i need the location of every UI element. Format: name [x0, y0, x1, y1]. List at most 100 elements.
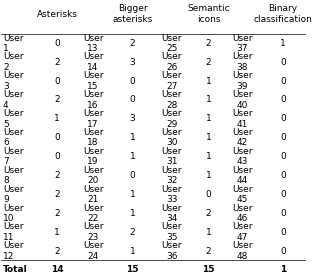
Text: Total: Total	[3, 265, 28, 275]
Text: 1: 1	[206, 114, 211, 123]
Text: 2: 2	[206, 209, 211, 218]
Text: User
10: User 10	[3, 204, 24, 223]
Text: 0: 0	[130, 171, 135, 180]
Text: 0: 0	[206, 190, 211, 199]
Text: 2: 2	[130, 228, 135, 237]
Text: 0: 0	[54, 152, 60, 161]
Text: User
16: User 16	[83, 90, 103, 110]
Text: User
21: User 21	[83, 185, 103, 204]
Text: 1: 1	[206, 228, 211, 237]
Text: User
36: User 36	[162, 241, 182, 261]
Text: User
8: User 8	[3, 166, 24, 185]
Text: User
25: User 25	[162, 34, 182, 53]
Text: 2: 2	[206, 58, 211, 67]
Text: 0: 0	[280, 152, 286, 161]
Text: User
33: User 33	[162, 185, 182, 204]
Text: 0: 0	[54, 76, 60, 86]
Text: 1: 1	[130, 190, 135, 199]
Text: User
14: User 14	[83, 52, 103, 72]
Text: 1: 1	[130, 133, 135, 142]
Text: 1: 1	[130, 152, 135, 161]
Text: User
11: User 11	[3, 222, 24, 242]
Text: 2: 2	[54, 96, 60, 104]
Text: 0: 0	[54, 39, 60, 48]
Text: User
2: User 2	[3, 52, 24, 72]
Text: User
29: User 29	[162, 109, 182, 129]
Text: 0: 0	[280, 228, 286, 237]
Text: User
34: User 34	[162, 204, 182, 223]
Text: User
15: User 15	[83, 71, 103, 91]
Text: Semantic
icons: Semantic icons	[187, 4, 230, 24]
Text: 1: 1	[206, 96, 211, 104]
Text: 0: 0	[280, 76, 286, 86]
Text: 1: 1	[280, 39, 286, 48]
Text: 15: 15	[126, 265, 139, 275]
Text: User
45: User 45	[232, 185, 253, 204]
Text: User
41: User 41	[232, 109, 253, 129]
Text: User
48: User 48	[232, 241, 253, 261]
Text: User
4: User 4	[3, 90, 24, 110]
Text: User
20: User 20	[83, 166, 103, 185]
Text: User
18: User 18	[83, 128, 103, 147]
Text: User
5: User 5	[3, 109, 24, 129]
Text: 0: 0	[280, 209, 286, 218]
Text: User
24: User 24	[83, 241, 103, 261]
Text: User
40: User 40	[232, 90, 253, 110]
Text: User
22: User 22	[83, 204, 103, 223]
Text: User
37: User 37	[232, 34, 253, 53]
Text: 2: 2	[54, 58, 60, 67]
Text: 2: 2	[54, 247, 60, 256]
Text: 1: 1	[54, 114, 60, 123]
Text: 0: 0	[280, 247, 286, 256]
Text: 2: 2	[206, 247, 211, 256]
Text: User
43: User 43	[232, 147, 253, 166]
Text: User
30: User 30	[162, 128, 182, 147]
Text: 1: 1	[206, 152, 211, 161]
Text: 1: 1	[54, 228, 60, 237]
Text: 0: 0	[130, 96, 135, 104]
Text: User
35: User 35	[162, 222, 182, 242]
Text: 3: 3	[130, 114, 135, 123]
Text: User
42: User 42	[232, 128, 253, 147]
Text: User
1: User 1	[3, 34, 24, 53]
Text: 0: 0	[280, 58, 286, 67]
Text: User
31: User 31	[162, 147, 182, 166]
Text: User
44: User 44	[232, 166, 253, 185]
Text: 2: 2	[130, 39, 135, 48]
Text: 1: 1	[206, 133, 211, 142]
Text: User
19: User 19	[83, 147, 103, 166]
Text: User
7: User 7	[3, 147, 24, 166]
Text: 0: 0	[280, 114, 286, 123]
Text: 15: 15	[202, 265, 215, 275]
Text: 1: 1	[206, 171, 211, 180]
Text: User
9: User 9	[3, 185, 24, 204]
Text: User
28: User 28	[162, 90, 182, 110]
Text: User
23: User 23	[83, 222, 103, 242]
Text: User
26: User 26	[162, 52, 182, 72]
Text: 2: 2	[54, 171, 60, 180]
Text: User
47: User 47	[232, 222, 253, 242]
Text: 0: 0	[280, 190, 286, 199]
Text: 1: 1	[130, 247, 135, 256]
Text: Bigger
asterisks: Bigger asterisks	[112, 4, 153, 24]
Text: User
27: User 27	[162, 71, 182, 91]
Text: User
46: User 46	[232, 204, 253, 223]
Text: 0: 0	[54, 133, 60, 142]
Text: User
17: User 17	[83, 109, 103, 129]
Text: 2: 2	[54, 209, 60, 218]
Text: 1: 1	[130, 209, 135, 218]
Text: 0: 0	[280, 133, 286, 142]
Text: 0: 0	[130, 76, 135, 86]
Text: 1: 1	[280, 265, 286, 275]
Text: User
38: User 38	[232, 52, 253, 72]
Text: User
39: User 39	[232, 71, 253, 91]
Text: 1: 1	[206, 76, 211, 86]
Text: 14: 14	[51, 265, 64, 275]
Text: 3: 3	[130, 58, 135, 67]
Text: User
6: User 6	[3, 128, 24, 147]
Text: Binary
classification: Binary classification	[253, 4, 312, 24]
Text: 2: 2	[206, 39, 211, 48]
Text: User
3: User 3	[3, 71, 24, 91]
Text: 0: 0	[280, 96, 286, 104]
Text: 2: 2	[54, 190, 60, 199]
